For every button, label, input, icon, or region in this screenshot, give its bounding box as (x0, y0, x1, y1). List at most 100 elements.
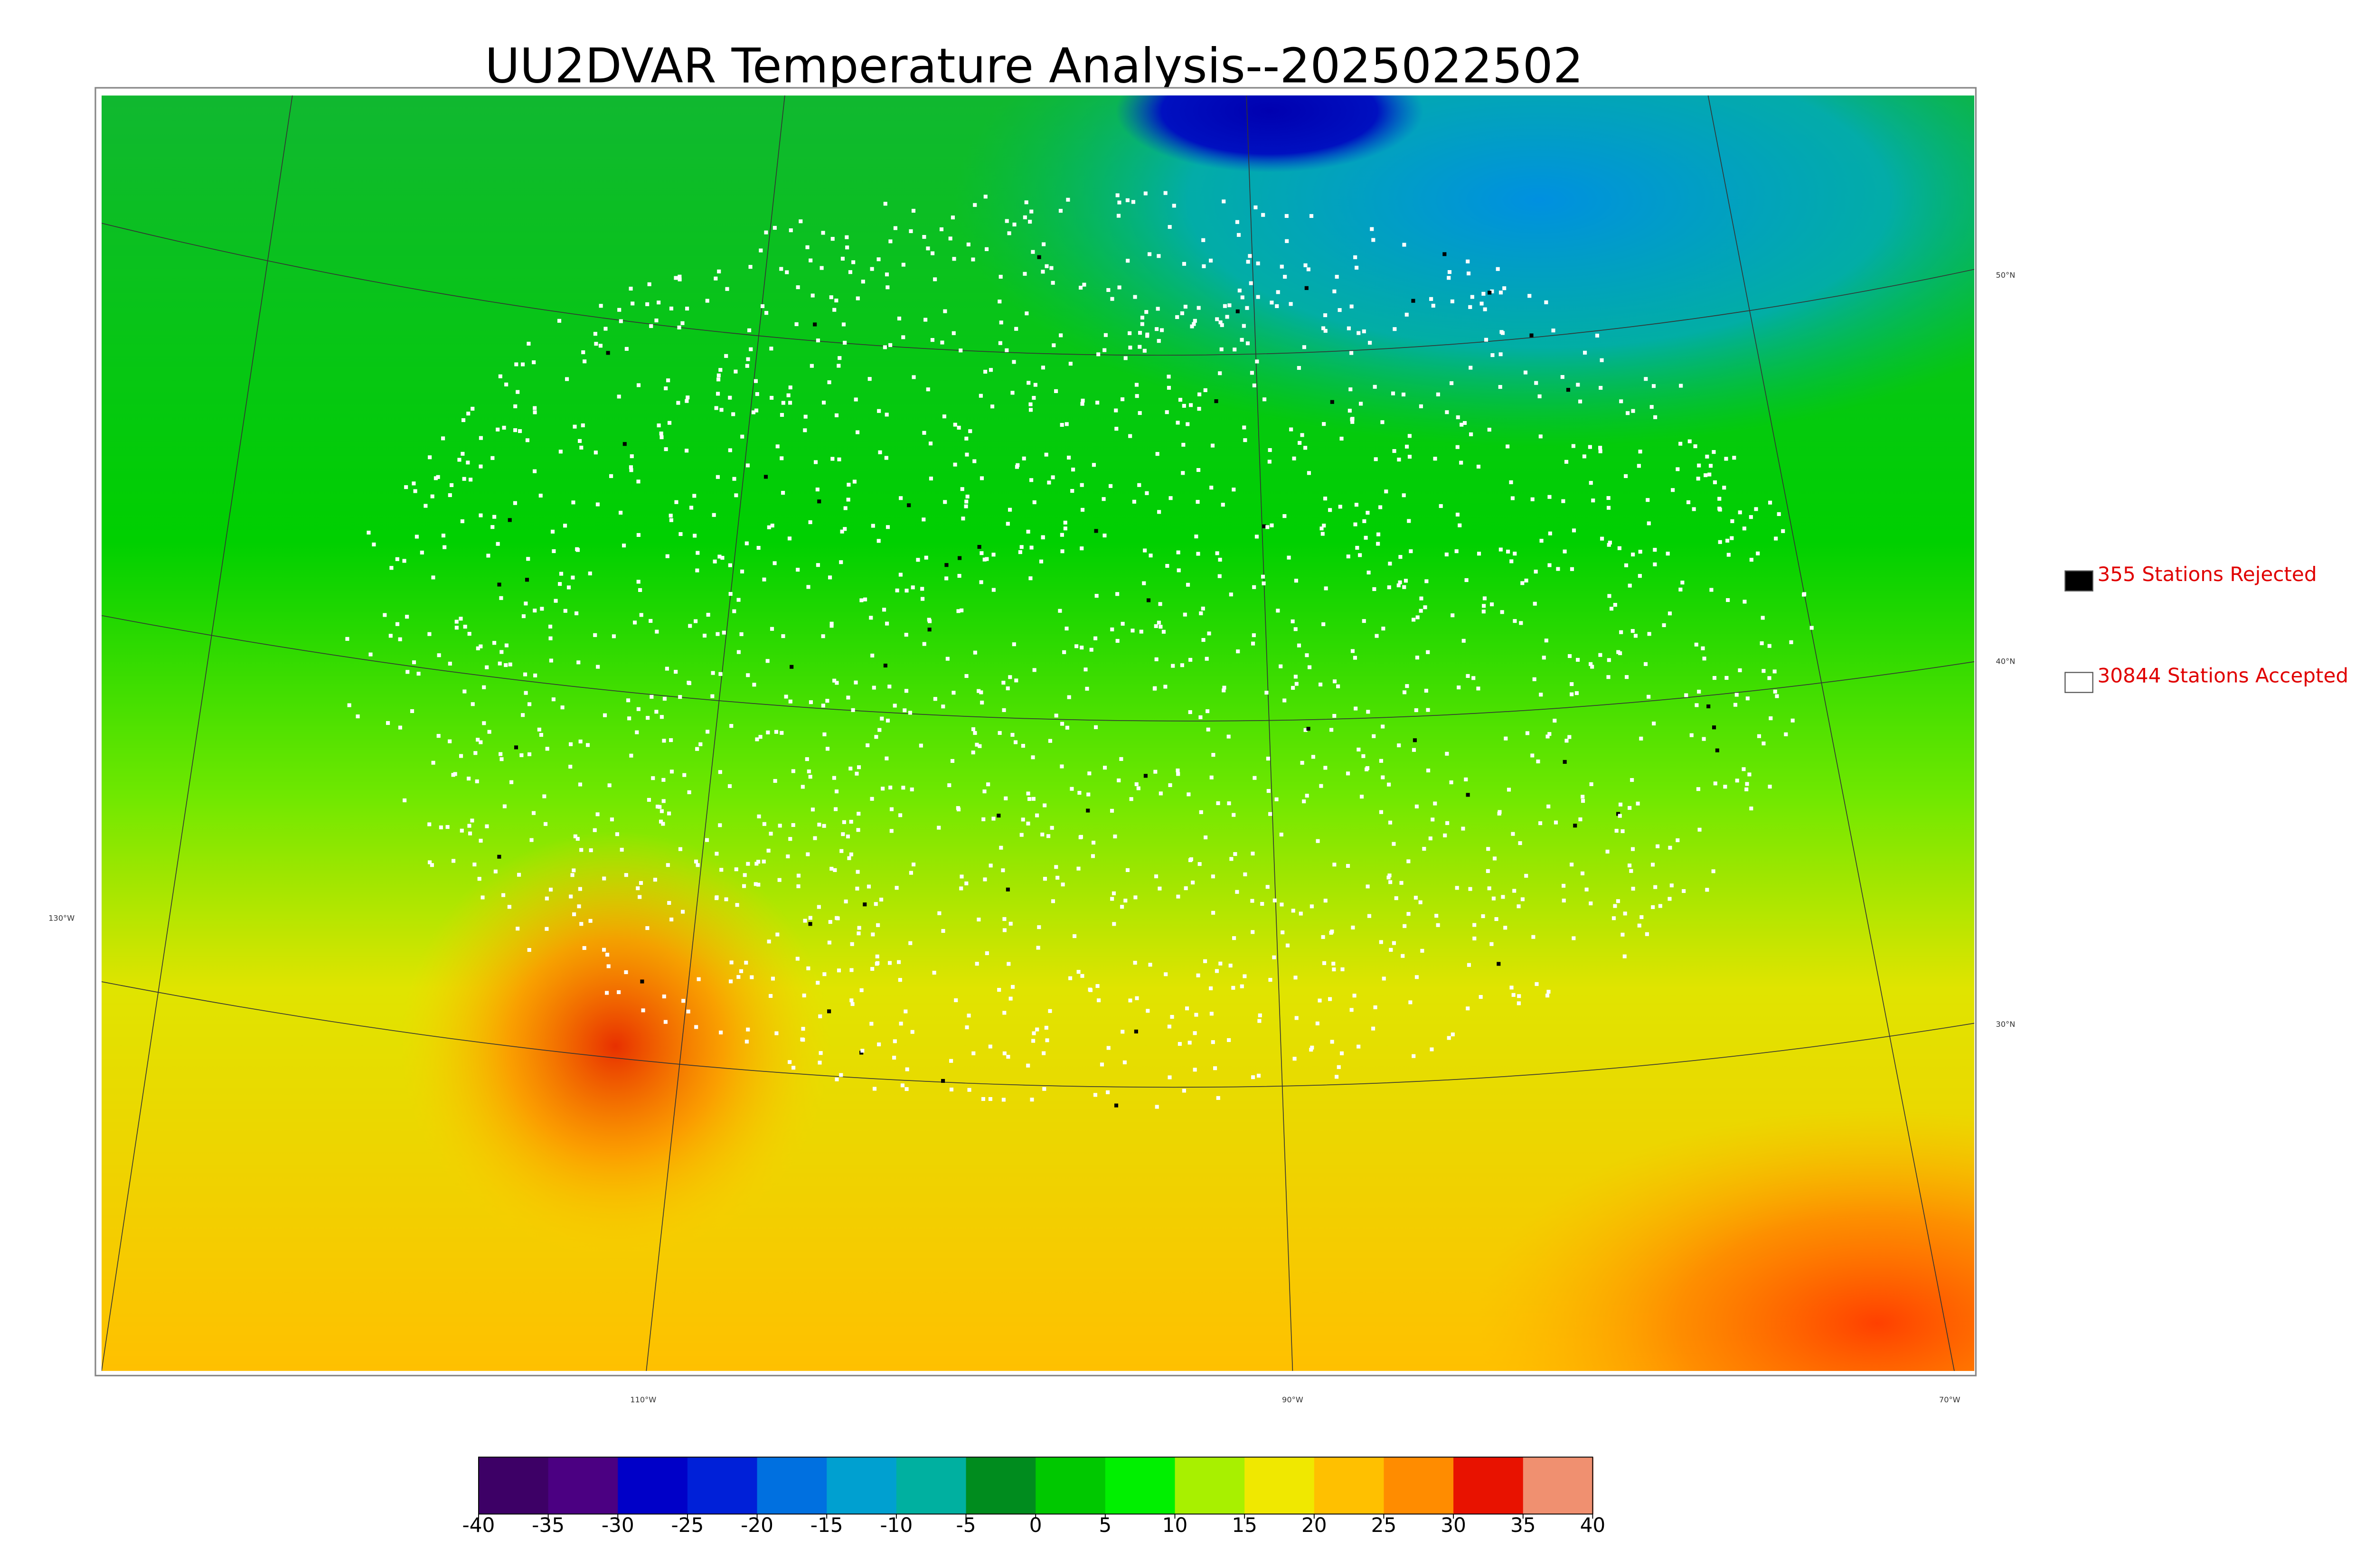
station (1087, 771, 1092, 776)
station (1039, 559, 1044, 563)
station (579, 922, 584, 926)
station (1284, 214, 1289, 218)
station (860, 1049, 865, 1053)
station (501, 893, 506, 897)
station (744, 541, 749, 545)
station (558, 582, 562, 586)
station (1332, 679, 1337, 684)
station (395, 622, 400, 626)
station (1777, 512, 1781, 516)
station (796, 873, 801, 878)
station (594, 451, 598, 455)
station (1280, 264, 1284, 269)
station (801, 1027, 805, 1031)
station (571, 575, 575, 580)
station (1256, 1073, 1261, 1078)
station (1197, 862, 1202, 866)
station (719, 868, 724, 872)
station (627, 716, 631, 721)
station (1439, 504, 1443, 508)
station (1359, 795, 1364, 799)
station (1338, 505, 1342, 509)
station (818, 1014, 822, 1018)
station (1616, 812, 1620, 816)
station (1258, 1013, 1262, 1017)
station (1128, 434, 1132, 438)
station (1209, 1012, 1214, 1016)
station (1272, 955, 1276, 959)
station (805, 245, 810, 249)
station (577, 904, 581, 909)
station (1145, 491, 1149, 495)
station (744, 960, 748, 965)
station (524, 601, 528, 606)
station (1311, 755, 1315, 759)
station (1158, 602, 1162, 606)
station (808, 922, 812, 926)
station (774, 1031, 779, 1035)
station (1455, 445, 1460, 449)
station (521, 713, 525, 717)
station (480, 895, 485, 900)
station (1050, 826, 1054, 830)
station (1209, 486, 1214, 490)
station (1487, 428, 1491, 432)
station (649, 324, 653, 328)
station (863, 597, 867, 601)
station (1013, 740, 1018, 744)
station (954, 998, 958, 1003)
station (1102, 766, 1107, 770)
station (907, 503, 911, 507)
station (516, 927, 520, 931)
station (1134, 383, 1139, 387)
station (1218, 961, 1223, 966)
station (1638, 574, 1642, 578)
station (912, 862, 916, 867)
station (1060, 423, 1064, 427)
station (492, 515, 497, 519)
station (443, 545, 447, 549)
station (921, 597, 925, 601)
station (750, 975, 754, 979)
station (815, 488, 820, 492)
station (1492, 856, 1497, 861)
station (661, 778, 666, 782)
station (583, 359, 587, 364)
station (887, 961, 892, 965)
station (1609, 607, 1614, 611)
station (1538, 434, 1543, 439)
station (1653, 562, 1657, 566)
station (904, 1087, 909, 1091)
station (1711, 869, 1715, 873)
station (881, 787, 885, 791)
station (1496, 267, 1500, 271)
station (922, 517, 926, 522)
station (861, 280, 865, 284)
station (1128, 346, 1132, 350)
station (479, 740, 483, 744)
station (641, 1008, 645, 1013)
station (1426, 768, 1431, 773)
station (531, 811, 536, 815)
station (1198, 715, 1203, 719)
station (548, 636, 553, 640)
station (1545, 994, 1550, 998)
station (1256, 295, 1260, 299)
station (1456, 415, 1460, 420)
colorbar-segment (548, 1457, 619, 1514)
station (854, 397, 858, 402)
station (867, 884, 871, 889)
station (712, 513, 716, 517)
station (1186, 422, 1190, 426)
station (941, 929, 945, 933)
station (867, 377, 872, 381)
station (819, 1051, 823, 1055)
station (1347, 326, 1351, 330)
station (1678, 587, 1683, 592)
station (479, 436, 483, 440)
station (1386, 875, 1391, 880)
station (1253, 776, 1257, 780)
station (504, 663, 508, 667)
station (1544, 300, 1548, 304)
